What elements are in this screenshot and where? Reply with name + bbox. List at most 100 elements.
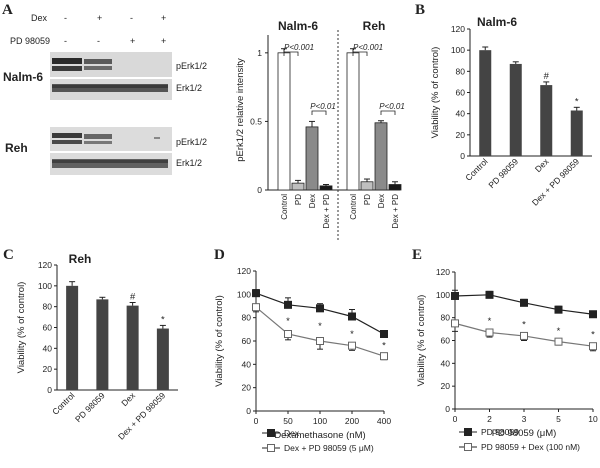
bar [126,305,139,390]
x-tick-label: Dex + PD [391,194,400,229]
legend-marker [267,429,275,437]
y-tick-label: 120 [38,260,52,270]
y-tick-label: 40 [242,359,252,369]
data-point [451,291,459,300]
x-tick-label: 0 [453,414,458,424]
bar [96,299,109,390]
blot-band [154,137,160,139]
legend-label: PD 98059 [481,427,519,437]
bar [509,63,522,156]
x-tick-label: 400 [377,416,391,426]
x-axis-title: PD 98059 (μM) [492,428,557,439]
y-tick-label: 40 [43,343,53,353]
y-tick-label: 60 [441,336,451,346]
data-point [252,289,260,298]
legend-label: Dex [284,428,300,438]
y-tick-label: 20 [242,383,252,393]
treatment-label-dex: Dex [31,13,48,23]
significance-mark: * [591,330,595,341]
legend-label: Dex + PD 98059 (5 μM) [284,443,374,453]
data-point [589,310,597,319]
data-point [520,331,528,340]
blot-band [52,159,168,168]
bar [156,328,169,390]
y-tick-label: 60 [43,323,53,333]
y-tick-label: 20 [43,364,53,374]
blot-band [84,66,112,70]
blot-band [84,134,112,139]
chart-d-dex-dose: 0 20 40 60 80 100 120 Viability (% of control) 0… [214,266,391,453]
band-label-erk: Erk1/2 [176,83,202,93]
significance-bracket [283,51,299,56]
y-tick-label: 20 [456,130,466,140]
treatment-sign: + [161,13,166,23]
x-tick-label: PD 98059 [486,156,520,190]
p-value-label: P<0.01 [310,102,336,111]
data-point [316,337,324,345]
data-point [284,300,292,309]
data-point [485,290,494,299]
x-tick-label: Dex + PD [322,194,331,229]
blot-band [52,140,82,144]
significance-mark: * [382,341,386,352]
chart-a-densitometry: 0 0.5 1 pErk1/2 relative intensity Nalm-6 Con… [235,19,405,240]
y-axis-title: Viability (% of control) [16,282,27,374]
chart-title: Reh [69,252,92,266]
cell-line-label-reh: Reh [5,141,28,155]
significance-mark: * [488,316,492,327]
y-tick-label: 1 [257,48,262,58]
bar [570,110,583,156]
legend-marker [267,444,275,452]
chart-title: Reh [363,19,386,33]
panel-label-a: A [2,2,13,18]
data-point [380,330,388,338]
panel-label-d: D [214,247,225,263]
x-tick-label: 2 [487,414,492,424]
bar [360,181,374,191]
significance-mark: * [318,321,322,332]
data-point [485,328,494,337]
data-point [348,341,356,350]
data-point [380,352,388,361]
bar [277,52,291,191]
significance-mark: * [522,319,526,330]
cell-line-label-nalm6: Nalm-6 [3,70,43,84]
p-value-label: P<0.001 [353,43,383,52]
p-value-label: P<0.01 [379,102,405,111]
bar [388,184,402,191]
blot-nalm6 [50,52,172,100]
bar [305,126,319,191]
data-point [451,319,459,328]
x-tick-label: 5 [556,414,561,424]
chart-c-reh-viability: 0 20 40 60 80 100 120 Viability (% of control) R… [16,252,178,442]
data-point [554,305,563,314]
bar [346,52,360,191]
blot-divider [50,151,172,153]
band-label-erk: Erk1/2 [176,158,202,168]
x-tick-label: Control [280,194,289,220]
treatment-sign: + [97,13,102,23]
bar [540,85,553,156]
treatment-sign: - [130,13,133,23]
y-tick-label: 100 [237,289,251,299]
x-tick-label: PD 98059 [73,390,107,424]
bar [66,285,79,390]
y-tick-label: 40 [441,358,451,368]
x-tick-label: PD [294,194,303,205]
panel-label-e: E [412,247,422,263]
significance-bracket [311,110,327,115]
y-tick-label: 80 [441,313,451,323]
blot-band [84,59,112,64]
y-tick-label: 0 [460,151,465,161]
y-tick-label: 120 [237,266,251,276]
x-tick-label: Control [463,156,490,183]
significance-mark: * [350,329,354,340]
data-point [316,304,324,313]
treatment-sign: + [161,36,166,46]
y-tick-label: 0 [445,404,450,414]
x-axis-title: Dexamethasone (nM) [274,430,365,441]
legend-marker [464,443,472,451]
x-tick-label: 50 [283,416,293,426]
panel-label-b: B [415,2,425,18]
y-tick-label: 0 [257,185,262,195]
